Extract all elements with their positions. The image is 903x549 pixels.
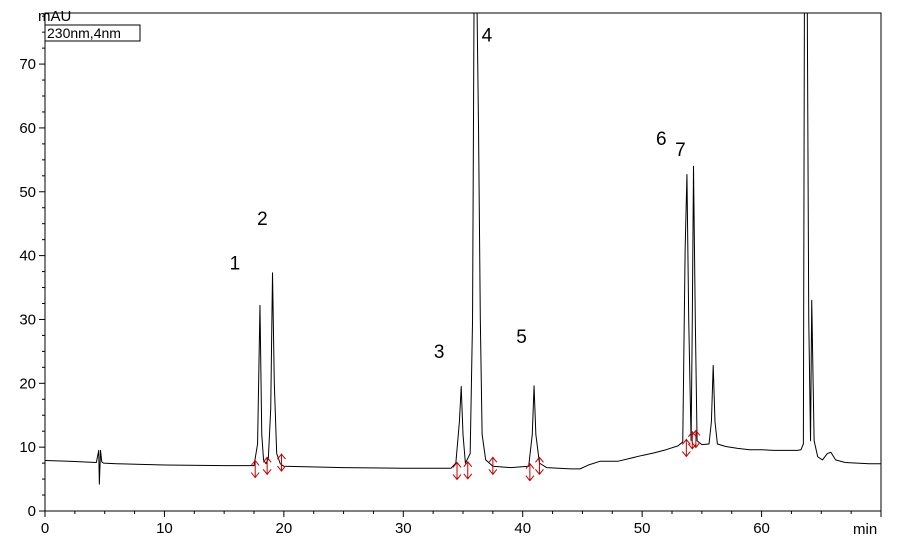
integration-mark: [463, 460, 473, 480]
x-tick-label: 60: [753, 520, 770, 537]
x-tick-label: 30: [395, 520, 412, 537]
x-tick-label: 0: [41, 520, 49, 537]
y-axis-unit: mAU: [38, 8, 71, 25]
series-line: [45, 13, 881, 485]
plot-clip-group: [45, 13, 881, 485]
integration-mark: [691, 429, 701, 449]
legend-box: [44, 24, 141, 42]
peak-label: 3: [434, 342, 445, 363]
integration-mark: [535, 456, 544, 476]
y-tick-label: 10: [19, 439, 36, 456]
integration-mark: [488, 456, 498, 476]
integration-mark: [525, 462, 535, 482]
y-tick-label: 60: [19, 120, 36, 137]
y-tick-label: 0: [28, 503, 36, 520]
y-tick-label: 40: [19, 248, 36, 265]
x-tick-label: 10: [156, 520, 173, 537]
legend-entry: 230nm,4nm: [47, 25, 121, 41]
x-tick-label: 40: [514, 520, 531, 537]
integration-mark: [681, 438, 691, 458]
integration-mark: [250, 459, 260, 479]
peak-label: 4: [482, 26, 493, 47]
y-tick-label: 20: [19, 375, 36, 392]
y-tick-label: 50: [19, 184, 36, 201]
integration-mark: [277, 453, 286, 472]
x-axis-unit: min: [853, 521, 877, 538]
x-axis: 0 10 20 30 40 50 60: [41, 511, 882, 537]
peak-label: 5: [516, 327, 527, 348]
integration-mark: [262, 456, 272, 476]
y-tick-label: 30: [19, 311, 36, 328]
peak-label: 7: [675, 140, 686, 161]
peak-label: 1: [230, 254, 241, 275]
integration-mark: [452, 461, 462, 481]
plot-area: 1 2 3 4 5 67: [45, 13, 881, 485]
peak-label: 2: [257, 209, 268, 230]
peak-label: 6: [656, 129, 667, 150]
y-axis: 0 10 20 30 40 50 60 70: [19, 15, 45, 520]
y-tick-label: 70: [19, 56, 36, 73]
x-tick-label: 50: [634, 520, 651, 537]
x-tick-label: 20: [276, 520, 293, 537]
legend: 230nm,4nm: [44, 24, 141, 42]
